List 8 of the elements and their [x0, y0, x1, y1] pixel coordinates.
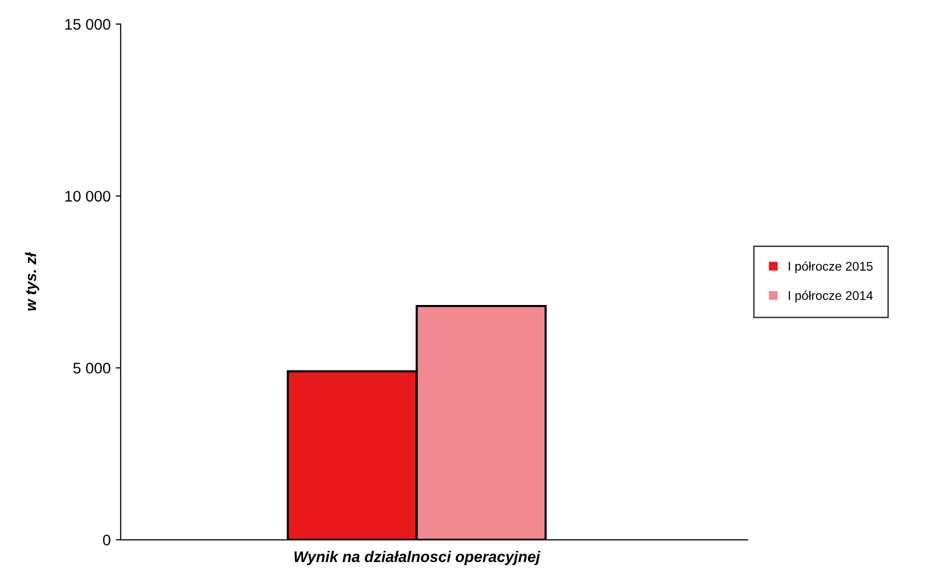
y-axis-title: w tys. zł [24, 252, 40, 310]
legend-label: I półrocze 2014 [788, 290, 873, 302]
x-tick-label: Wynik na działalnosci operacyjnej [294, 550, 540, 566]
y-tick-label: 10 000 [65, 190, 110, 202]
y-tick-label: 0 [103, 534, 110, 546]
y-tick-label: 5 000 [73, 362, 110, 374]
legend-label: I półrocze 2015 [788, 261, 873, 274]
y-tick-label: 15 000 [65, 18, 110, 30]
